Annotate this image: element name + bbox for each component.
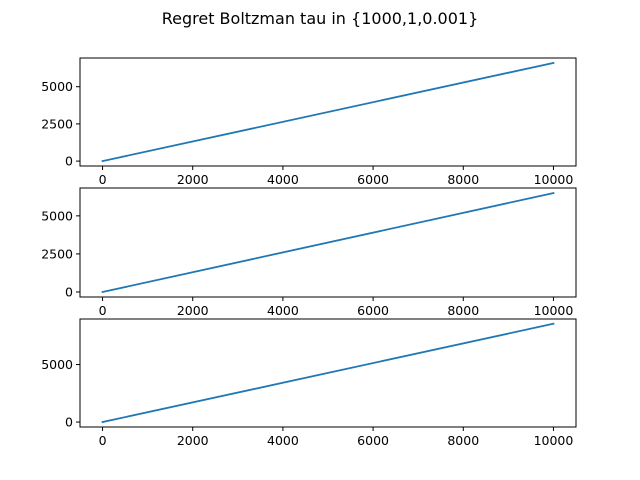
axes-frame-2 <box>79 187 577 298</box>
x-tick-label-2-0: 0 <box>99 303 107 318</box>
x-tick-label-3-1: 2000 <box>177 433 209 448</box>
axes-frame-3 <box>79 318 577 428</box>
figure-title: Regret Boltzman tau in {1000,1,0.001} <box>162 9 479 28</box>
x-tick-label-3-2: 4000 <box>267 433 299 448</box>
x-tick-label-2-5: 10000 <box>534 303 574 318</box>
subplot-2: 0 2000 4000 6000 8000 10000 0 2500 5000 <box>41 187 577 318</box>
x-tick-label-2-4: 8000 <box>447 303 479 318</box>
y-tick-label-2-0: 0 <box>65 284 73 299</box>
series-line-1-1 <box>101 61 555 163</box>
y-tick-label-2-2: 5000 <box>41 208 73 223</box>
y-tick-label-1-1: 2500 <box>41 116 73 131</box>
axes-frame-1 <box>79 57 577 167</box>
x-tick-label-1-4: 8000 <box>447 172 479 187</box>
y-tick-label-3-0: 0 <box>65 415 73 430</box>
x-tick-label-2-2: 4000 <box>267 303 299 318</box>
x-tick-label-3-5: 10000 <box>534 433 574 448</box>
x-tick-label-3-3: 6000 <box>357 433 389 448</box>
x-tick-label-1-2: 4000 <box>267 172 299 187</box>
x-tick-label-1-1: 2000 <box>177 172 209 187</box>
x-tick-label-1-0: 0 <box>99 172 107 187</box>
y-tick-label-1-0: 0 <box>65 154 73 169</box>
y-tick-label-3-1: 5000 <box>41 357 73 372</box>
x-tick-label-2-3: 6000 <box>357 303 389 318</box>
series-line-2-1 <box>101 191 555 294</box>
subplot-1: 0 2000 4000 6000 8000 10000 0 2500 5000 <box>41 57 577 187</box>
subplot-3: 0 2000 4000 6000 8000 10000 0 5000 <box>41 318 577 448</box>
x-tick-label-1-5: 10000 <box>534 172 574 187</box>
x-tick-label-1-3: 6000 <box>357 172 389 187</box>
series-line-3-1 <box>101 322 555 424</box>
y-tick-label-1-2: 5000 <box>41 79 73 94</box>
y-tick-label-2-1: 2500 <box>41 246 73 261</box>
x-tick-label-3-4: 8000 <box>447 433 479 448</box>
subplots: 0 2000 4000 6000 8000 10000 0 2500 5000 0 2000 4000… <box>41 57 577 448</box>
x-tick-label-3-0: 0 <box>99 433 107 448</box>
x-tick-label-2-1: 2000 <box>177 303 209 318</box>
